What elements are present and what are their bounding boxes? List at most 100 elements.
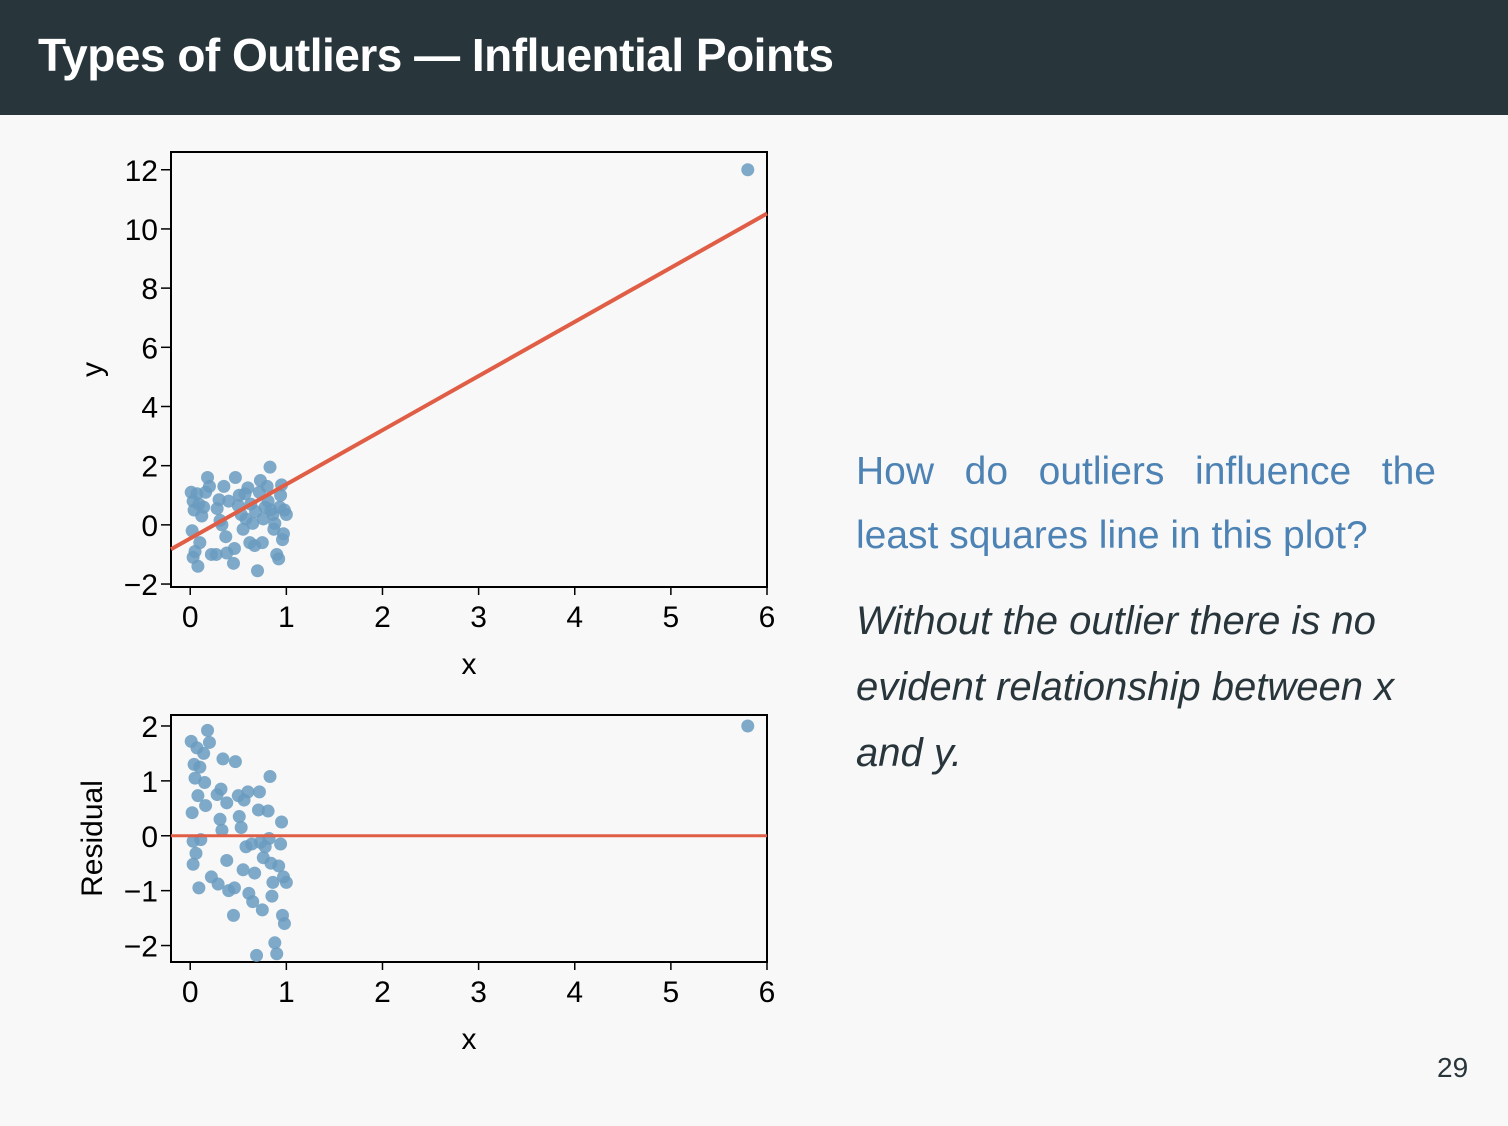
residual-plot-data-point — [198, 776, 212, 790]
top-plot-least-squares-line — [170, 211, 768, 552]
residual-plot-data-point — [246, 895, 260, 909]
residual-plot-x-tick-label: 6 — [759, 976, 776, 1009]
residual-plot-data-point — [216, 752, 230, 766]
residual-plot-data-point — [266, 875, 280, 889]
top-plot-data-point — [193, 536, 207, 550]
residual-plot-x-tick-label: 2 — [374, 976, 391, 1009]
top-plot-data-point — [227, 542, 241, 556]
residual-plot-data-point — [226, 908, 240, 922]
residual-plot-data-point — [220, 796, 234, 810]
top-plot-data-point — [241, 481, 255, 495]
residual-plot-data-point — [277, 917, 291, 931]
top-plot-data-point — [272, 552, 286, 566]
top-plot-data-point — [246, 516, 260, 530]
residual-plot-data-point — [189, 846, 203, 860]
residual-plot-data-point — [274, 837, 288, 851]
residual-plot-y-tick-label: −2 — [124, 931, 158, 964]
top-plot-y-tick-label: 0 — [141, 510, 158, 543]
residual-plot-data-point — [193, 760, 207, 774]
top-plot-data-point — [255, 536, 269, 550]
residual-plot-data-point — [248, 866, 262, 880]
residual-plot-data-point — [185, 806, 199, 820]
top-plot-data-point — [276, 527, 290, 541]
top-plot-x-axis-label: x — [462, 648, 477, 681]
top-plot-y-tick-label: 12 — [125, 155, 158, 188]
top-plot-y-tick-label: 6 — [141, 332, 158, 365]
residual-plot-data-point — [215, 823, 229, 837]
residual-plot-data-point — [191, 789, 205, 803]
residual-plot-data-point — [228, 755, 242, 769]
top-plot-x-tick-label: 0 — [182, 601, 199, 634]
top-plot-data-point — [226, 556, 240, 570]
top-plot-data-point — [279, 508, 293, 521]
residual-plot-y-tick-label: 0 — [141, 821, 158, 854]
residual-plot-data-point — [263, 769, 277, 783]
top-plot-data-point — [209, 547, 223, 561]
top-plot-data-point — [274, 488, 288, 502]
top-plot-data-point — [268, 516, 282, 530]
residual-plot-frame — [170, 714, 768, 963]
residual-plot-data-point — [268, 936, 282, 950]
residual-plot-data-point — [270, 947, 284, 961]
residual-plot-data-point — [236, 863, 250, 877]
residual-plot-data-point — [250, 948, 264, 962]
residual-plot-data-point — [251, 803, 265, 817]
residual-plot-data-point — [214, 782, 228, 796]
residual-plot-data-point — [279, 875, 293, 889]
residual-plot-data-point — [197, 746, 211, 760]
top-plot-y-tick-label: 8 — [141, 273, 158, 306]
top-plot-x-tick-label: 3 — [470, 601, 487, 634]
residual-plot-data-point — [265, 889, 279, 903]
residual-plot-x-tick-label: 0 — [182, 976, 199, 1009]
residual-plot-data-point — [211, 877, 225, 891]
top-plot-x-tick-label: 1 — [278, 601, 295, 634]
residual-plot-data-point — [220, 853, 234, 867]
residual-plot-data-point — [261, 804, 275, 818]
top-plot-x-tick-label: 6 — [759, 601, 776, 634]
top-plot-frame — [170, 151, 768, 588]
residual-plot-data-point — [275, 815, 289, 829]
top-plot-y-axis-label: y — [76, 362, 109, 377]
residual-plot-y-tick-label: −1 — [124, 876, 158, 909]
top-plot-y-tick-label: −2 — [124, 569, 158, 602]
top-plot-data-point — [212, 493, 226, 507]
answer-text: Without the outlier there is no evident … — [856, 599, 1395, 775]
top-plot-data-point — [197, 500, 211, 514]
residual-plot-data-point — [262, 832, 276, 845]
top-plot-data-point — [251, 564, 265, 578]
top-plot-data-point — [191, 559, 205, 573]
residual-plot-data-point — [213, 812, 227, 826]
residual-plot-y-tick-label: 1 — [141, 766, 158, 799]
residual-plot-data-point — [201, 723, 215, 737]
residual-plot-data-point — [255, 903, 269, 917]
slide-header: Types of Outliers — Influential Points — [0, 0, 1508, 115]
residual-plot-data-point — [272, 859, 286, 873]
residual-plot-data-point — [252, 785, 266, 799]
top-plot-x-tick-label: 5 — [663, 601, 680, 634]
residual-plot-x-tick-label: 5 — [663, 976, 680, 1009]
top-plot-y-tick-label: 2 — [141, 451, 158, 484]
top-plot-data-point — [228, 471, 242, 485]
residual-plot-data-point — [232, 810, 246, 824]
page-number: 29 — [1437, 1052, 1469, 1083]
residual-plot-x-tick-label: 1 — [278, 976, 295, 1009]
top-plot-x-tick-label: 2 — [374, 601, 391, 634]
residual-plot-data-point — [186, 857, 200, 871]
residual-plot-data-point — [202, 735, 216, 749]
top-plot-y-tick-label: 4 — [141, 391, 158, 424]
residual-plot-x-tick-label: 4 — [566, 976, 583, 1009]
question-text: How do outliers influence the least squa… — [856, 450, 1436, 557]
top-plot-data-point — [236, 522, 250, 536]
top-plot-data-point — [741, 163, 755, 177]
residual-plot-y-axis-label: Residual — [76, 780, 109, 897]
residual-plot-x-tick-label: 3 — [470, 976, 487, 1009]
residual-plot-x-axis-label: x — [462, 1023, 477, 1056]
residual-plot-data-point — [741, 719, 755, 733]
top-plot-data-point — [219, 530, 233, 544]
residual-plot-data-point — [227, 881, 241, 895]
top-plot-data-point — [263, 460, 277, 474]
residual-plot-data-point — [241, 785, 255, 799]
top-plot-data-point — [202, 479, 216, 493]
top-plot-x-tick-label: 4 — [566, 601, 583, 634]
